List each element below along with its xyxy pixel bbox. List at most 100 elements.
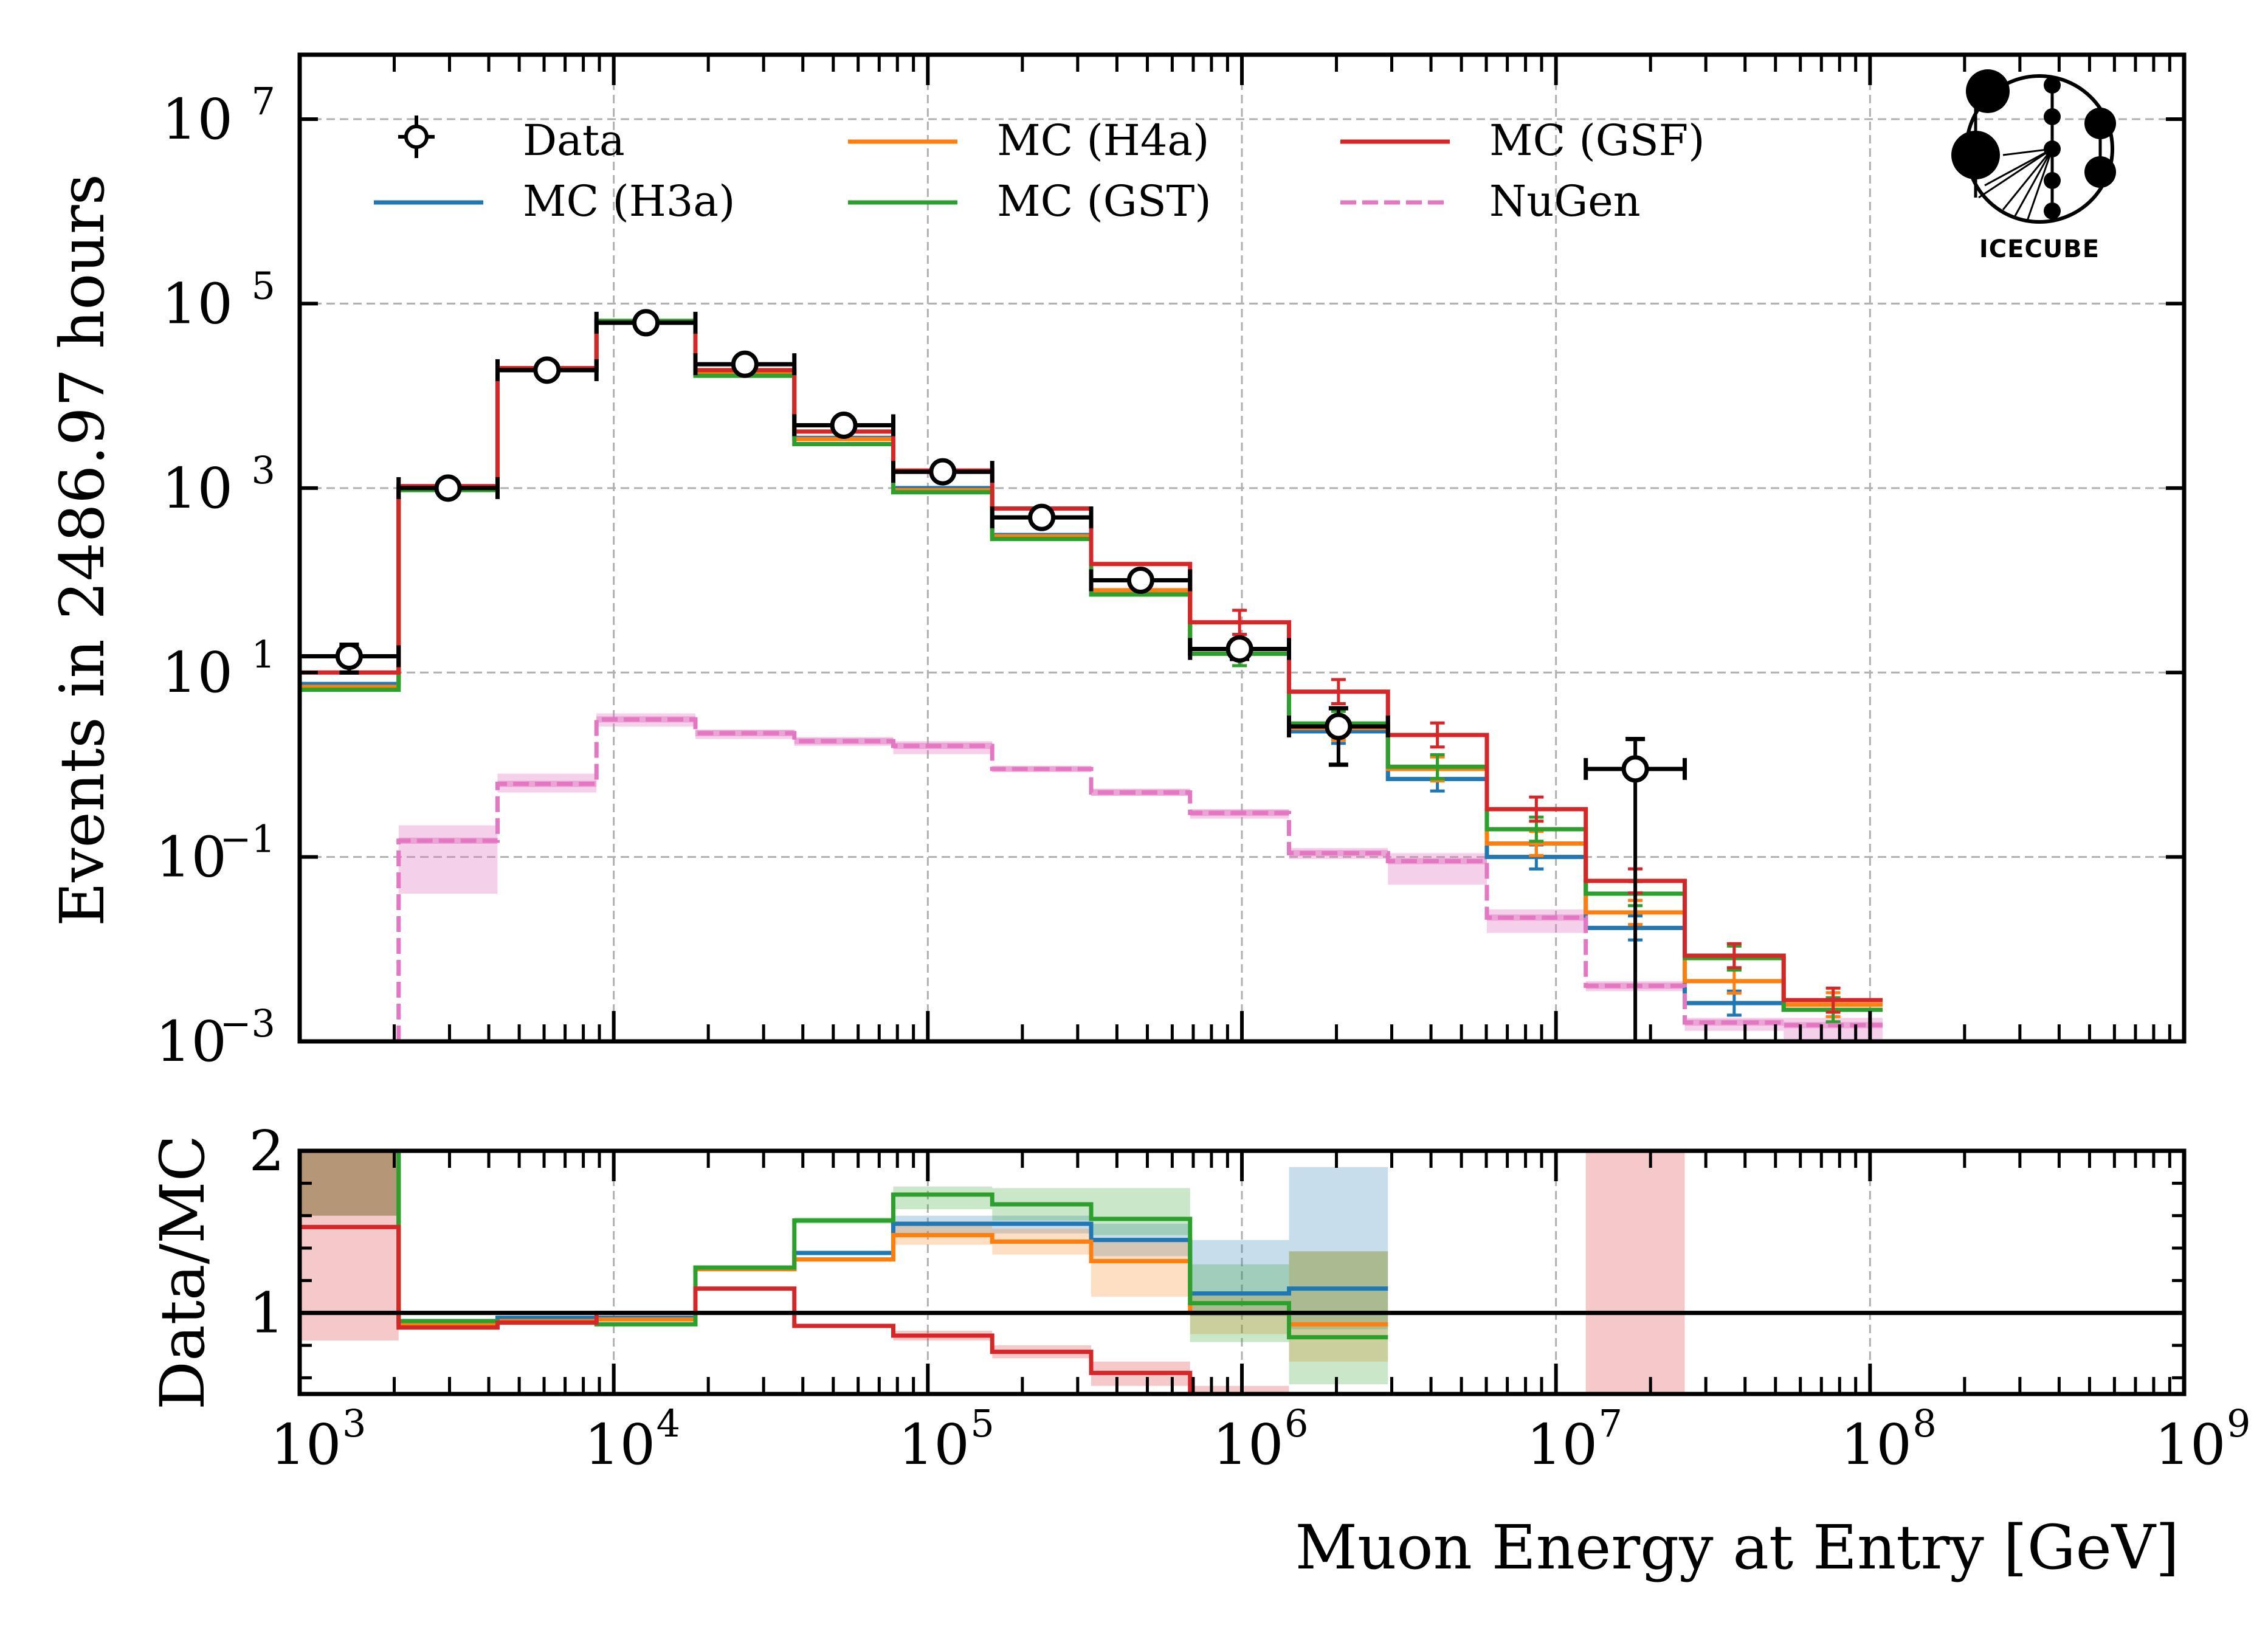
legend-item: NuGen [1340,176,1641,226]
x-tick-label: 10 [2154,1412,2225,1477]
x-tick-label-exponent: 7 [1599,1401,1622,1446]
main-gridlines [300,55,2184,1041]
data-marker [929,458,957,486]
x-tick-label-exponent: 3 [342,1401,366,1446]
ratio-band [1289,1167,1388,1330]
data-point [396,474,500,502]
data-marker [1028,503,1056,531]
ratio-band [1091,1240,1190,1297]
x-tick-label-exponent: 4 [657,1401,680,1446]
ratio-band [300,1151,399,1340]
x-tick-label: 10 [584,1412,655,1477]
data-marker [335,643,363,671]
y-tick-label-exponent: 7 [252,79,275,123]
mc-step-mc-h4a- [300,320,1883,1007]
x-axis-label: Muon Energy at Entry [GeV] [1295,1512,2179,1583]
data-point [891,458,994,486]
data-point [495,356,599,384]
mc-step-mc-gst- [300,319,1883,1012]
legend-label: MC (GST) [997,176,1212,226]
legend-label: Data [523,116,625,165]
main-mc-histograms [300,319,1883,1041]
y-tick-label: 10 [156,825,227,890]
nugen-band-inner [1487,914,1586,921]
y-tick-label-exponent: −3 [220,1001,275,1046]
data-marker [1621,755,1649,783]
data-point [990,503,1094,531]
legend-item: MC (H4a) [848,116,1209,165]
y-tick-label: 10 [156,1009,227,1074]
data-marker [632,309,660,337]
y-tick-label-exponent: −1 [220,817,275,861]
x-tick-label: 10 [270,1412,341,1477]
data-point [1188,635,1291,663]
icecube-logo-icon [1951,69,2116,224]
legend-item: MC (GST) [848,176,1212,226]
ratio-y-tick-label: 2 [249,1119,284,1184]
ratio-histograms [300,1151,1685,1394]
data-point [1584,737,1687,1041]
legend-label: MC (H4a) [997,116,1209,165]
ratio-band [1289,1251,1388,1362]
ratio-band [300,1151,399,1216]
ratio-gridlines [613,1151,1871,1394]
ratio-band [300,1151,399,1216]
data-marker [731,350,759,378]
data-point [594,309,698,337]
mc-step-mc-h3a- [300,320,1883,1012]
y-axis-label-main: Events in 2486.97 hours [47,174,118,926]
nugen-band-inner [1289,850,1388,857]
y-tick-label: 10 [162,456,233,521]
nugen-band [1388,853,1487,885]
legend: Data MC (H3a) MC (H4a) MC (GST) MC (GSF) NuGe… [374,116,1705,226]
nugen-step [396,717,1883,1041]
x-tick-label: 10 [1212,1412,1283,1477]
icecube-logo: IceCube [1951,69,2116,263]
data-point [792,411,895,439]
ratio-band [300,1151,399,1216]
legend-label: MC (GSF) [1489,116,1705,165]
legend-item: MC (H3a) [374,176,735,226]
y-tick-label: 10 [162,87,233,152]
nugen-band-inner [1091,789,1190,796]
data-marker [434,474,462,502]
icecube-logo-text: IceCube [1979,235,2100,263]
y-tick-label: 10 [162,271,233,336]
data-point [693,350,797,378]
axis-ticks [298,55,2186,1394]
data-point [1287,706,1390,767]
y-tick-label: 10 [162,640,233,705]
data-point [1089,567,1193,595]
legend-label: MC (H3a) [523,176,735,226]
nugen-band [1487,909,1586,933]
legend-label: NuGen [1489,176,1641,226]
ratio-band [893,1186,993,1209]
y-tick-label-exponent: 3 [252,448,275,492]
ratio-band [1585,1151,1685,1394]
ratio-y-tick-label: 1 [249,1281,284,1346]
x-tick-label-exponent: 6 [1284,1401,1308,1446]
ratio-uncertainty-bands [300,1151,1685,1394]
x-tick-label: 10 [1526,1412,1598,1477]
data-marker [1325,712,1353,740]
x-tick-label-exponent: 5 [970,1401,994,1446]
data-marker [830,411,858,439]
data-point [300,643,401,675]
data-marker [1225,635,1253,663]
data-marker [533,356,561,384]
data-points [300,309,1687,1041]
x-tick-label: 10 [1841,1412,1912,1477]
legend-marker [404,125,429,149]
y-axis-label-ratio: Data/MC [147,1135,218,1410]
legend-item: Data [398,116,625,165]
x-tick-label-exponent: 8 [1912,1401,1936,1446]
x-tick-label: 10 [898,1412,970,1477]
y-tick-label-exponent: 1 [252,632,275,677]
nugen-band [398,825,498,894]
data-marker [1126,567,1154,595]
ratio-band [1289,1251,1388,1384]
ratio-band [1091,1188,1190,1235]
x-tick-label-exponent: 9 [2227,1401,2250,1446]
